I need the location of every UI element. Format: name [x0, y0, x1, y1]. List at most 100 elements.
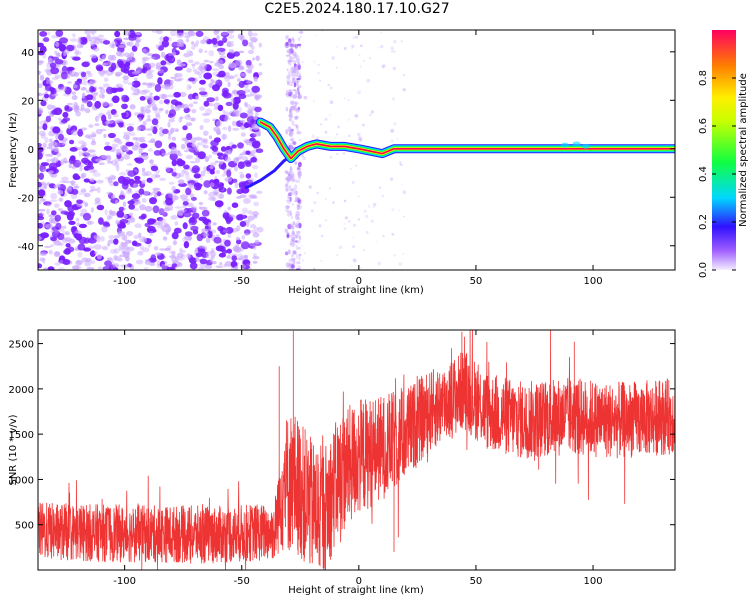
noise-cell: [253, 76, 258, 82]
noise-cell: [38, 92, 41, 97]
noise-cell: [189, 262, 198, 270]
noise-cell: [227, 81, 231, 88]
noise-cell: [162, 236, 168, 241]
noise-cell: [133, 242, 142, 247]
noise-cell: [351, 44, 355, 48]
noise-cell: [292, 94, 298, 99]
noise-cell: [215, 169, 220, 175]
noise-cell: [182, 211, 192, 218]
noise-cell: [246, 104, 252, 110]
noise-cell: [238, 182, 247, 190]
noise-cell: [335, 66, 338, 69]
noise-cell: [84, 30, 91, 35]
noise-cell: [221, 174, 226, 177]
y-tick-label: 2000: [9, 385, 34, 396]
noise-cell: [62, 111, 69, 118]
noise-cell: [324, 130, 328, 134]
noise-cell: [167, 131, 172, 136]
noise-cell: [75, 217, 80, 222]
noise-cell: [332, 201, 335, 204]
noise-cell: [40, 197, 45, 202]
noise-cell: [152, 187, 161, 191]
noise-cell: [291, 224, 295, 231]
noise-cell: [55, 30, 64, 37]
noise-cell: [560, 142, 569, 148]
noise-cell: [82, 147, 88, 152]
noise-cell: [61, 118, 68, 124]
noise-cell: [126, 163, 133, 166]
noise-cell: [286, 199, 290, 202]
noise-cell: [197, 248, 206, 254]
noise-cell: [284, 251, 289, 256]
noise-cell: [141, 172, 149, 177]
noise-cell: [285, 35, 289, 39]
noise-cell: [171, 185, 176, 192]
noise-cell: [169, 152, 178, 161]
noise-cell: [174, 221, 179, 226]
noise-cell: [287, 70, 293, 77]
noise-cell: [80, 103, 85, 110]
noise-cell: [113, 137, 121, 143]
noise-cell: [46, 158, 52, 162]
noise-cell: [228, 49, 234, 54]
noise-cell: [204, 156, 210, 163]
noise-cell: [291, 38, 295, 44]
noise-cell: [234, 165, 238, 172]
noise-cell: [238, 106, 242, 113]
noise-cell: [170, 215, 178, 220]
noise-cell: [103, 133, 107, 138]
noise-cell: [50, 192, 58, 200]
noise-cell: [129, 132, 136, 137]
noise-cell: [141, 179, 146, 185]
noise-cell: [189, 222, 193, 228]
noise-cell: [53, 203, 60, 208]
noise-cell: [178, 172, 185, 178]
noise-cell: [213, 236, 222, 244]
noise-cell: [252, 57, 256, 61]
noise-cell: [88, 39, 93, 42]
noise-cell: [200, 67, 207, 73]
noise-cell: [78, 151, 83, 157]
noise-cell: [218, 252, 226, 258]
noise-cell: [198, 201, 203, 206]
noise-cell: [286, 212, 291, 217]
noise-cell: [124, 148, 130, 153]
noise-cell: [390, 46, 394, 50]
noise-cell: [226, 248, 232, 254]
noise-cell: [98, 217, 104, 225]
noise-cell: [287, 38, 292, 43]
noise-cell: [256, 132, 261, 137]
noise-cell: [115, 199, 119, 204]
noise-cell: [185, 187, 192, 196]
noise-cell: [186, 84, 192, 91]
noise-cell: [168, 250, 176, 254]
noise-cell: [94, 201, 102, 206]
noise-cell: [85, 109, 91, 113]
noise-cell: [228, 110, 237, 117]
noise-cell: [301, 60, 304, 64]
noise-cell: [252, 232, 260, 238]
noise-cell: [155, 124, 160, 128]
noise-cell: [50, 141, 58, 147]
noise-cell: [80, 144, 87, 149]
noise-cell: [231, 215, 237, 219]
noise-cell: [255, 94, 263, 99]
noise-cell: [220, 31, 229, 36]
noise-cell: [88, 124, 94, 128]
noise-cell: [246, 263, 252, 266]
noise-cell: [135, 31, 141, 36]
noise-cell: [113, 235, 121, 239]
noise-cell: [131, 193, 141, 200]
noise-cell: [186, 253, 191, 259]
noise-cell: [291, 240, 295, 245]
noise-cell: [75, 233, 83, 241]
noise-cell: [177, 179, 185, 185]
noise-cell: [47, 266, 55, 270]
noise-cell: [144, 108, 151, 114]
noise-cell: [151, 30, 160, 33]
noise-cell: [295, 244, 299, 251]
y-tick-label: 20: [21, 96, 34, 107]
noise-cell: [202, 36, 209, 42]
noise-cell: [291, 52, 295, 56]
noise-cell: [130, 57, 137, 64]
